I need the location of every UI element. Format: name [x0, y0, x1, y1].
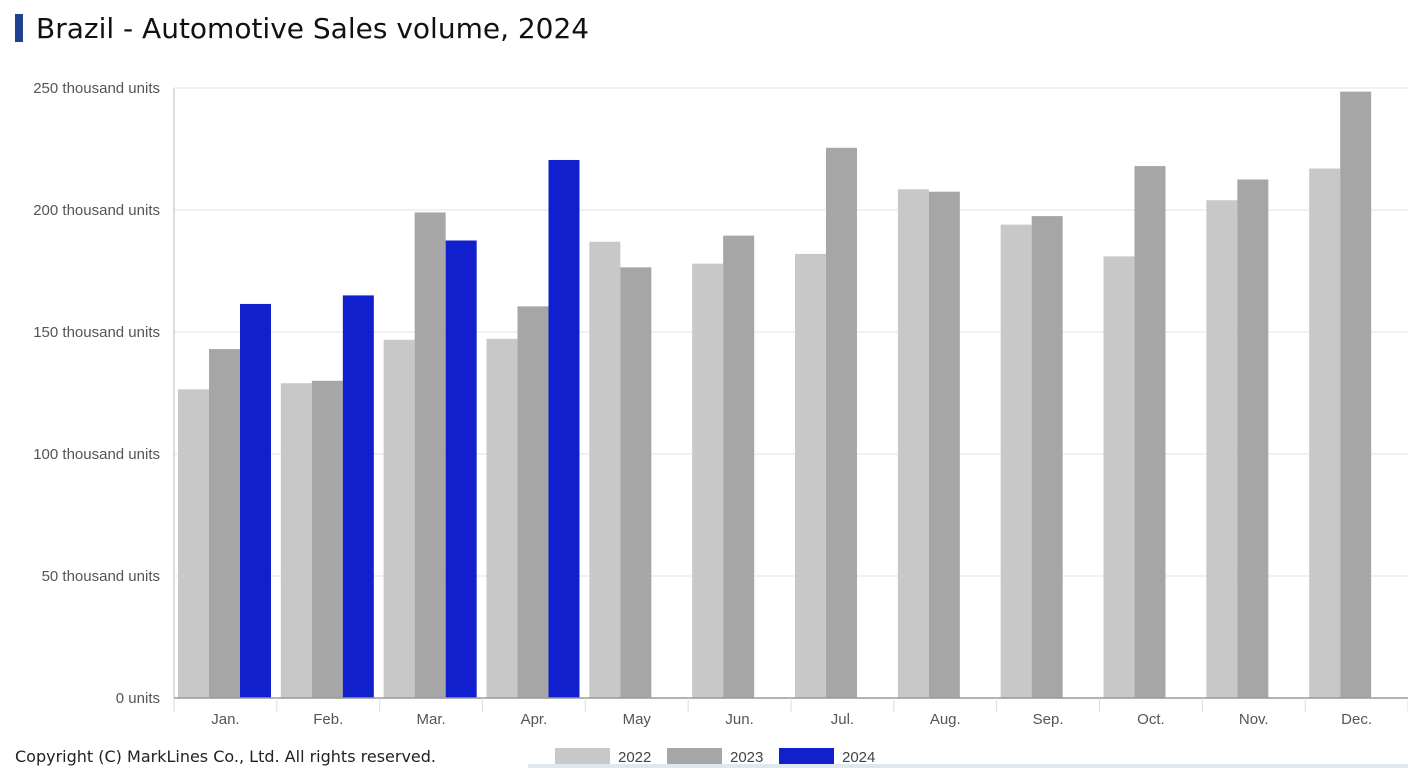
bar-2022-jan: [178, 389, 209, 698]
y-tick-label: 0 units: [116, 690, 160, 707]
title-accent-bar: [15, 14, 23, 42]
bar-2023-oct: [1134, 166, 1166, 698]
bar-2023-sep: [1031, 216, 1063, 698]
bar-2024-apr: [548, 159, 580, 699]
bar-2023-jan: [209, 349, 240, 698]
x-tick-label: Jun.: [725, 711, 753, 728]
bar-2023-jul: [826, 147, 857, 698]
bar-2023-apr: [517, 306, 549, 698]
bar-2023-dec: [1340, 91, 1372, 698]
y-tick-label: 250 thousand units: [33, 80, 160, 97]
bar-2024-feb: [342, 295, 374, 698]
bar-2022-oct: [1103, 256, 1135, 698]
bar-2022-dec: [1309, 168, 1341, 698]
bar-2022-feb: [280, 383, 312, 698]
x-tick-label: Aug.: [930, 711, 961, 728]
x-tick-label: Oct.: [1137, 711, 1165, 728]
x-tick-label: Jul.: [831, 711, 854, 728]
bar-2022-nov: [1206, 200, 1238, 699]
bottom-strip: [528, 764, 1408, 768]
axes: [173, 88, 1408, 712]
y-tick-label: 50 thousand units: [42, 568, 160, 585]
copyright-notice: Copyright (C) MarkLines Co., Ltd. All ri…: [15, 747, 436, 766]
legend-label-2024: 2024: [842, 749, 875, 766]
bar-2022-may: [589, 241, 621, 698]
bar-2023-feb: [311, 380, 343, 698]
x-tick-label: Dec.: [1341, 711, 1372, 728]
bar-2023-may: [620, 267, 652, 698]
bar-2023-aug: [928, 191, 960, 698]
bar-2022-jul: [795, 253, 826, 699]
bar-2023-mar: [414, 212, 446, 698]
bar-2022-sep: [1000, 224, 1032, 698]
bar-2023-nov: [1237, 179, 1269, 698]
legend-label-2022: 2022: [618, 749, 651, 766]
bar-2022-apr: [486, 338, 518, 698]
x-tick-label: Feb.: [313, 711, 343, 728]
y-tick-label: 100 thousand units: [33, 446, 160, 463]
bar-2022-jun: [692, 263, 724, 698]
legend-swatch-2022: [555, 748, 610, 766]
bars: [178, 91, 1372, 699]
x-tick-label: Nov.: [1239, 711, 1269, 728]
page-title: Brazil - Automotive Sales volume, 2024: [36, 12, 590, 45]
x-tick-label: Mar.: [416, 711, 445, 728]
bar-2024-jan: [240, 303, 271, 698]
bar-2022-mar: [383, 339, 415, 698]
x-tick-label: May: [623, 711, 652, 728]
bar-2022-aug: [897, 189, 929, 698]
legend-label-2023: 2023: [730, 749, 763, 766]
legend-swatch-2023: [667, 748, 722, 766]
y-tick-label: 200 thousand units: [33, 202, 160, 219]
y-tick-label: 150 thousand units: [33, 324, 160, 341]
legend-swatch-2024: [779, 748, 834, 766]
bar-2024-mar: [445, 240, 477, 698]
x-tick-label: Sep.: [1033, 711, 1064, 728]
x-tick-label: Jan.: [211, 711, 239, 728]
bar-2023-jun: [723, 235, 755, 698]
legend: 2022 2023 2024: [555, 748, 875, 766]
grid-lines: [174, 87, 1408, 577]
x-tick-label: Apr.: [521, 711, 548, 728]
y-tick-labels: 0 units 50 thousand units 100 thousand uni…: [33, 80, 160, 707]
x-tick-labels: Jan. Feb. Mar. Apr. May Jun. Jul. Aug. Sep. Oct. N…: [211, 711, 1372, 728]
